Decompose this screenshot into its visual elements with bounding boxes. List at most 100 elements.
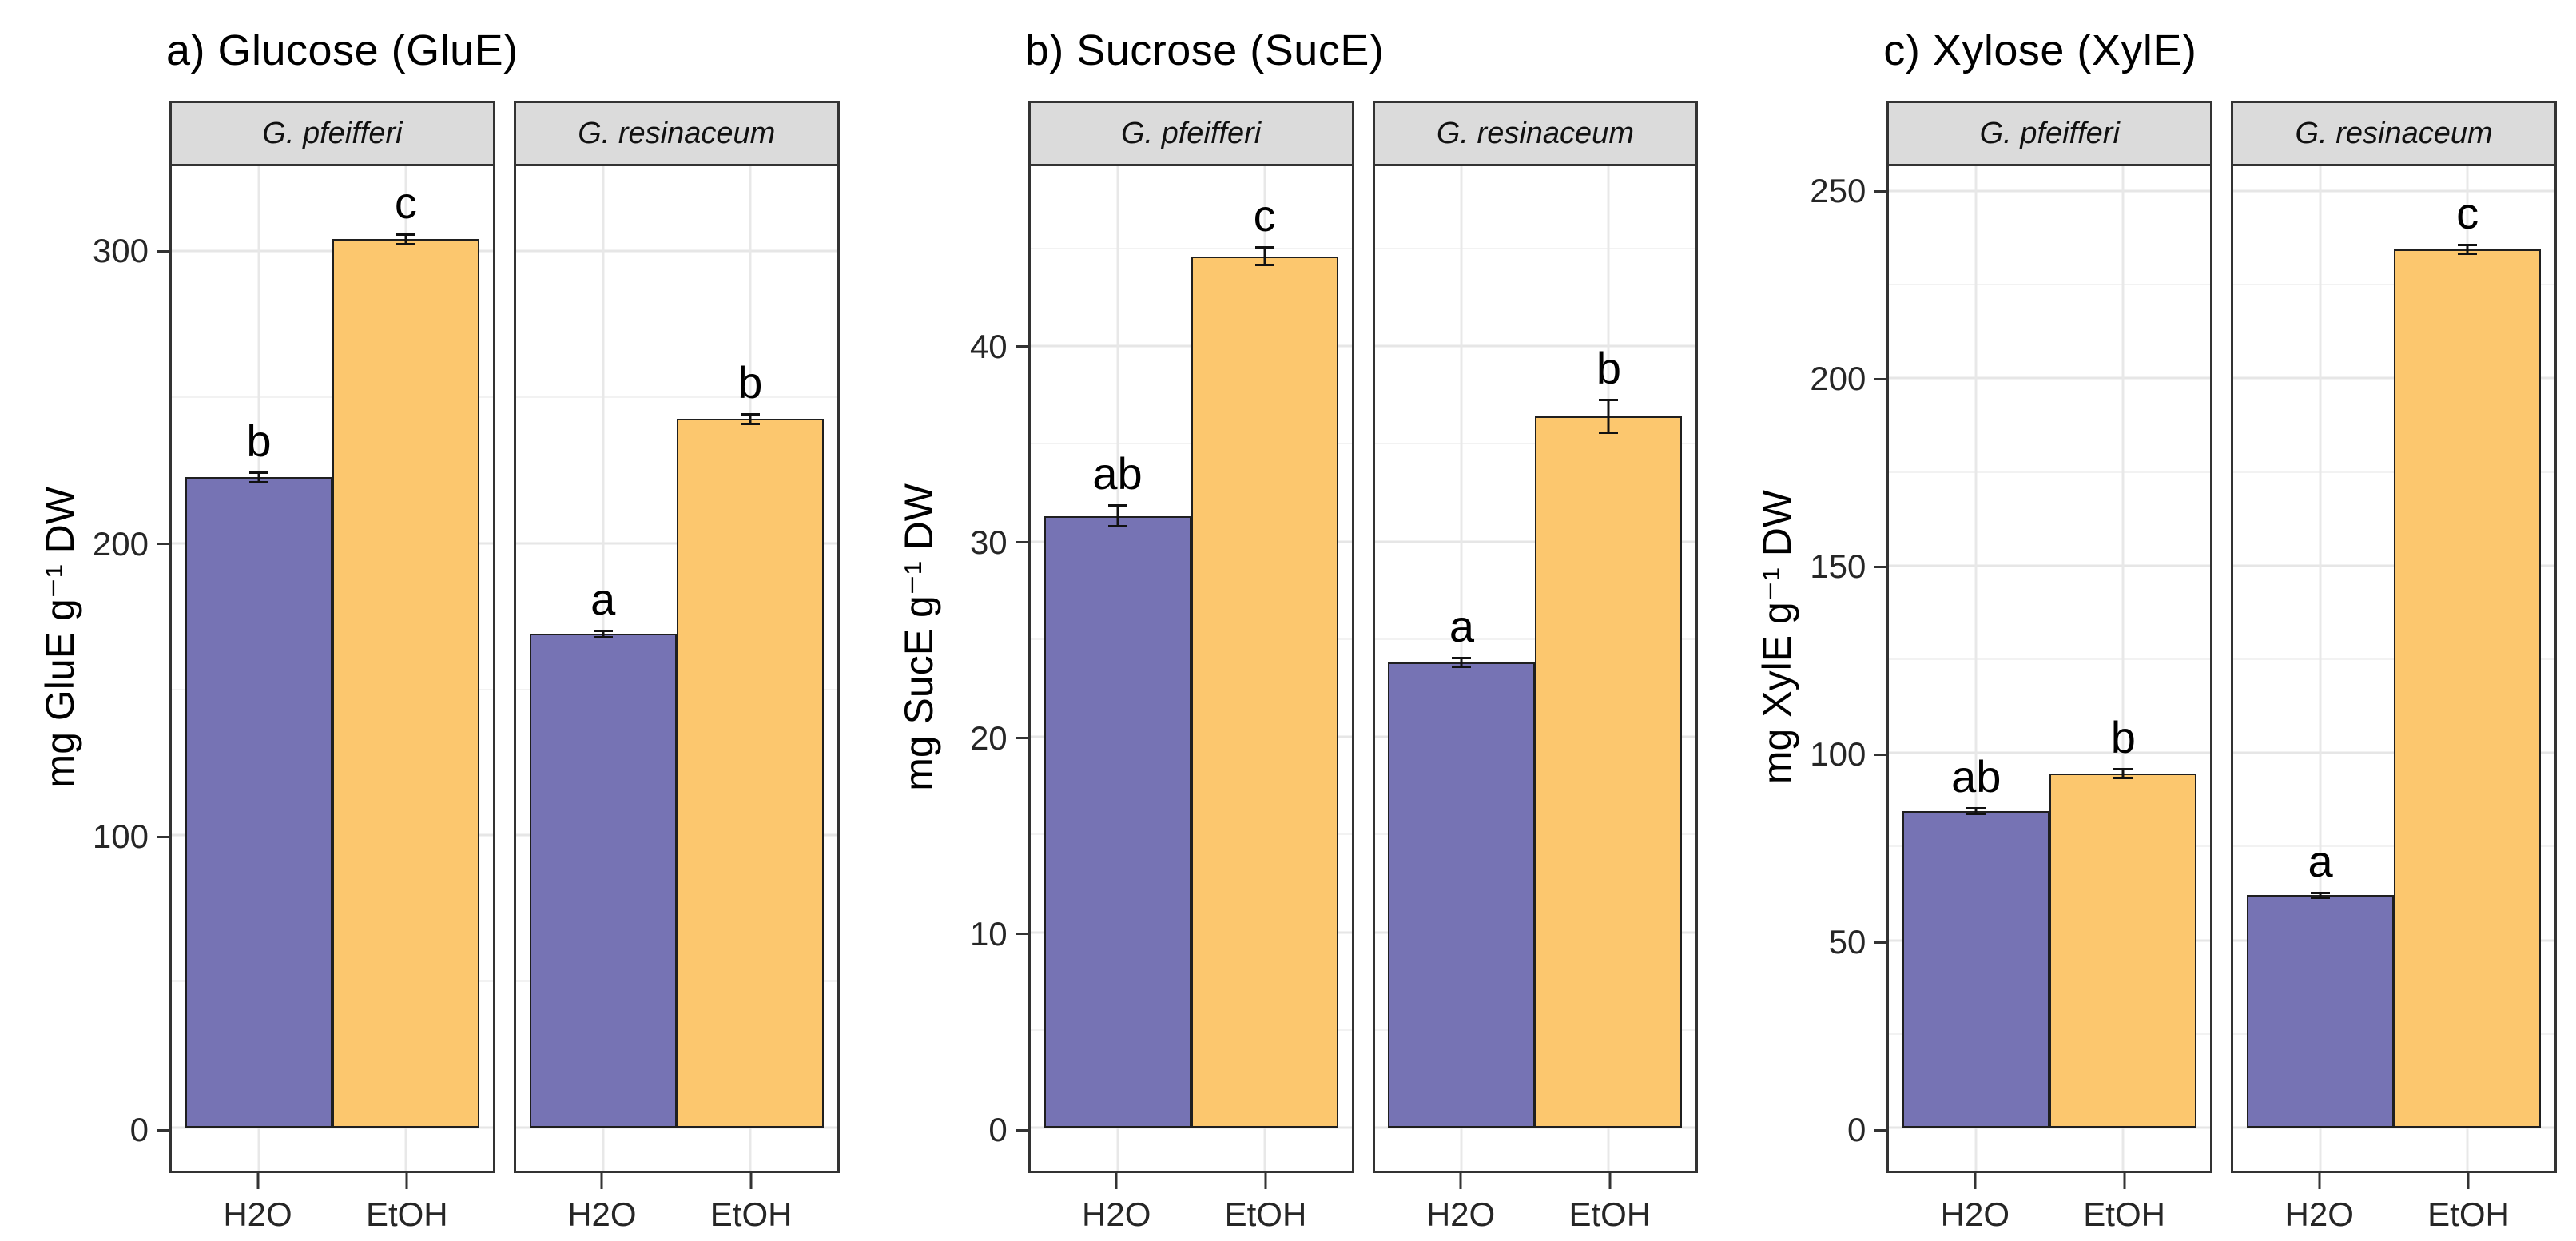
- significance-letter: a: [1449, 600, 1474, 651]
- x-tick-mark: [1115, 1173, 1118, 1189]
- gridline-major: [1889, 189, 2211, 193]
- chart-xylose: c) Xylose (XylE) mg XylE g⁻¹ DW 0 50 100 15…: [1717, 0, 2576, 1241]
- error-bar: [1452, 656, 1472, 669]
- gridline-minor: [515, 396, 837, 398]
- significance-letter: c: [2456, 187, 2479, 238]
- y-tick-label: 10: [969, 914, 1008, 953]
- x-tick-label: H2O: [223, 1195, 292, 1233]
- significance-letter: b: [2110, 712, 2136, 763]
- bar-etoh: [332, 239, 479, 1128]
- facet-strip: G. resinaceum: [1372, 101, 1699, 166]
- chart-sucrose: b) Sucrose (SucE) mg SucE g⁻¹ DW 0 10 20 30…: [859, 0, 1718, 1241]
- y-tick-label: 100: [92, 817, 149, 856]
- y-tick-mark: [1874, 189, 1887, 193]
- gridline-minor: [1889, 658, 2211, 661]
- x-tick-label: EtOH: [2427, 1195, 2510, 1233]
- y-axis-title: mg XylE g⁻¹ DW: [1755, 489, 1800, 785]
- y-tick-mark: [157, 249, 169, 253]
- error-bar-cap: [2458, 252, 2478, 255]
- error-bar-line: [2319, 891, 2322, 900]
- significance-letter: a: [2308, 835, 2333, 886]
- error-bar: [1599, 399, 1619, 435]
- error-bar-line: [1116, 504, 1119, 528]
- significance-letter: ab: [1951, 751, 2002, 802]
- error-bar-cap: [248, 471, 268, 475]
- error-bar-cap: [396, 242, 415, 245]
- x-tick-mark: [256, 1173, 260, 1189]
- facet-strip: G. resinaceum: [513, 101, 840, 166]
- error-bar-cap: [740, 413, 760, 416]
- error-bar-line: [749, 413, 752, 425]
- error-bar-cap: [396, 233, 415, 237]
- x-tick-mark: [1459, 1173, 1462, 1189]
- error-bar-cap: [2311, 891, 2331, 894]
- y-tick-label: 200: [92, 524, 149, 563]
- y-axis-title-cell: mg XylE g⁻¹ DW: [1717, 101, 1837, 1173]
- error-bar: [740, 413, 760, 425]
- gridline-minor: [1374, 247, 1696, 249]
- y-tick-label: 0: [1847, 1111, 1866, 1148]
- error-bar-line: [404, 233, 407, 245]
- y-tick-mark: [1015, 1128, 1028, 1132]
- x-axis: H2O EtOH: [169, 1173, 495, 1241]
- error-bar-cap: [1452, 666, 1472, 669]
- y-axis-ticks: 0 10 20 30 40: [970, 166, 1028, 1173]
- y-tick-label: 0: [988, 1111, 1008, 1148]
- error-bar-cap: [2311, 897, 2331, 900]
- x-axis: H2O EtOH: [514, 1173, 840, 1241]
- error-bar-line: [1263, 246, 1266, 266]
- error-bar-line: [257, 471, 260, 483]
- x-tick-mark: [2318, 1173, 2321, 1189]
- y-tick-label: 40: [969, 327, 1008, 365]
- gridline-major: [1374, 344, 1696, 348]
- y-tick-mark: [1015, 933, 1028, 936]
- y-tick-label: 200: [1810, 360, 1866, 398]
- x-axis: H2O EtOH: [1886, 1173, 2212, 1241]
- y-tick-label: 150: [1810, 547, 1866, 586]
- error-bar-cap: [740, 422, 760, 425]
- error-bar-cap: [1107, 504, 1127, 507]
- error-bar-cap: [248, 480, 268, 483]
- error-bar-cap: [593, 629, 613, 632]
- y-tick-label: 20: [969, 718, 1008, 757]
- y-tick-mark: [1015, 737, 1028, 740]
- x-tick-label: H2O: [1940, 1195, 2010, 1233]
- error-bar-line: [2466, 243, 2469, 255]
- significance-letter: c: [1253, 190, 1276, 241]
- y-tick-label: 0: [129, 1111, 149, 1148]
- chart-title-glucose: a) Glucose (GluE): [166, 26, 519, 74]
- error-bar: [2311, 891, 2331, 900]
- y-tick-label: 250: [1810, 172, 1866, 210]
- bar-etoh: [1191, 256, 1338, 1128]
- facet-strip-label: G. resinaceum: [2295, 116, 2493, 150]
- x-tick-label: EtOH: [365, 1195, 448, 1233]
- facet-strip: G. pfeifferi: [169, 101, 495, 166]
- y-tick-mark: [1874, 565, 1887, 568]
- bar-h2o: [185, 477, 332, 1128]
- gridline-major: [1889, 751, 2211, 754]
- x-tick-label: EtOH: [2083, 1195, 2165, 1233]
- x-tick-mark: [1264, 1173, 1267, 1189]
- facet-strip: G. pfeifferi: [1886, 101, 2213, 166]
- y-tick-mark: [1874, 377, 1887, 380]
- error-bar-cap: [593, 635, 613, 638]
- y-tick-mark: [1015, 345, 1028, 348]
- facet-panel: ab c: [1028, 166, 1354, 1173]
- gridline-vertical: [1974, 166, 1978, 1171]
- error-bar-cap: [1107, 525, 1127, 528]
- x-axis: H2O EtOH: [2231, 1173, 2557, 1241]
- error-bar-cap: [2458, 243, 2478, 246]
- error-bar: [1966, 807, 1986, 815]
- gridline-major: [1374, 1126, 1696, 1129]
- error-bar-cap: [1599, 432, 1619, 435]
- gridline-major: [172, 1126, 493, 1129]
- error-bar-cap: [2113, 768, 2133, 771]
- significance-letter: ab: [1092, 448, 1143, 499]
- y-axis-title: mg SucE g⁻¹ DW: [896, 483, 941, 791]
- x-tick-mark: [1608, 1173, 1612, 1189]
- error-bar-line: [1460, 656, 1463, 669]
- facet-strip-label: G. resinaceum: [578, 116, 776, 150]
- error-bar-cap: [1254, 246, 1274, 249]
